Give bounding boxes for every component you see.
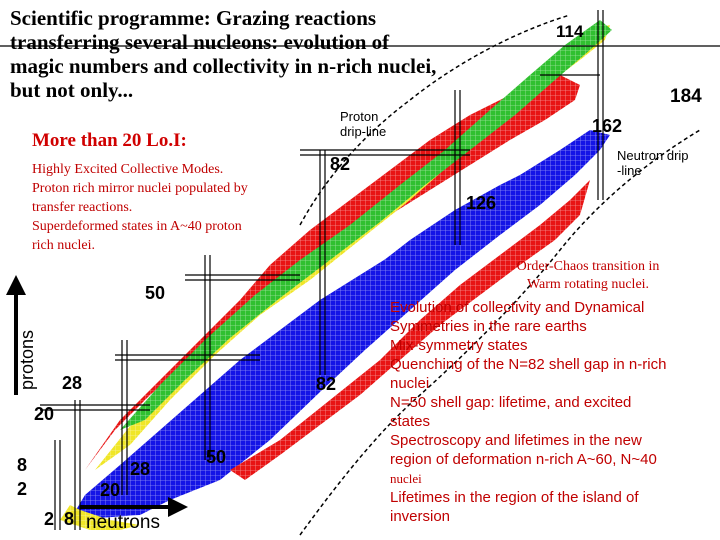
right-topic: nuclei bbox=[390, 471, 422, 486]
page-title: Scientific programme: Grazing reactions … bbox=[10, 6, 437, 102]
right-topic: N=50 shell gap: lifetime, and excited bbox=[390, 394, 632, 411]
magic-number-82-top: 82 bbox=[330, 154, 351, 174]
right-topic-list: Evolution of collectivity and Dynamical … bbox=[390, 298, 715, 526]
right-topic: Mix-symmetry states bbox=[390, 337, 528, 354]
magic-number-8-bottom: 8 bbox=[64, 509, 75, 529]
y-axis-label: protons bbox=[17, 329, 37, 390]
magic-number-28-left: 28 bbox=[62, 373, 83, 393]
magic-number-2-left: 2 bbox=[17, 479, 28, 499]
left-topic-list: Highly Excited Collective Modes. Proton … bbox=[32, 160, 322, 255]
right-topic: nuclei bbox=[390, 375, 430, 392]
x-axis-label: neutrons bbox=[86, 512, 160, 533]
left-topic: Superdeformed states in A~40 proton bbox=[32, 219, 242, 234]
left-topic: rich nuclei. bbox=[32, 238, 95, 253]
lois-heading: More than 20 Lo.I: bbox=[32, 130, 187, 151]
magic-number-28-bottom: 28 bbox=[130, 459, 151, 479]
right-topic: region of deformation n-rich A~60, N~40 bbox=[390, 451, 657, 468]
left-topic: transfer reactions. bbox=[32, 200, 133, 215]
right-topic: Evolution of collectivity and Dynamical bbox=[390, 299, 645, 316]
magic-number-184: 184 bbox=[670, 86, 702, 107]
neutron-dripline-label: Neutron drip -line bbox=[617, 148, 689, 178]
right-topic: inversion bbox=[390, 508, 451, 525]
magic-number-20-left: 20 bbox=[34, 404, 55, 424]
proton-dripline-label: Proton drip-line bbox=[340, 109, 387, 139]
right-topic: Quenching of the N=82 shell gap in n-ric… bbox=[390, 356, 667, 373]
protons-axis-arrow bbox=[6, 275, 26, 395]
proton-dripline-curve bbox=[299, 14, 571, 226]
neutron-dripline-curve bbox=[299, 129, 701, 536]
magic-number-50-bottom: 50 bbox=[206, 447, 227, 467]
magic-number-50-top: 50 bbox=[145, 283, 166, 303]
magic-number-114: 114 bbox=[556, 22, 584, 41]
magic-number-lines bbox=[0, 10, 720, 530]
magic-number-82-mid: 82 bbox=[316, 374, 337, 394]
right-topic: states bbox=[390, 413, 431, 430]
right-topic: Symmetries in the rare earths bbox=[390, 318, 587, 335]
order-chaos-label: Order-Chaos transition in Warm rotating … bbox=[516, 259, 660, 292]
magic-number-126: 126 bbox=[466, 193, 497, 213]
left-topic: Proton rich mirror nuclei populated by bbox=[32, 181, 248, 196]
right-topic: Lifetimes in the region of the island of bbox=[390, 489, 639, 506]
magic-number-162: 162 bbox=[592, 116, 623, 136]
left-topic: Highly Excited Collective Modes. bbox=[32, 162, 224, 177]
magic-number-20-bottom: 20 bbox=[100, 480, 121, 500]
right-topic: Spectroscopy and lifetimes in the new bbox=[390, 432, 642, 449]
magic-number-8-left: 8 bbox=[17, 455, 28, 475]
neutrons-axis-arrow bbox=[80, 497, 188, 517]
magic-number-2-bottom: 2 bbox=[44, 509, 55, 529]
